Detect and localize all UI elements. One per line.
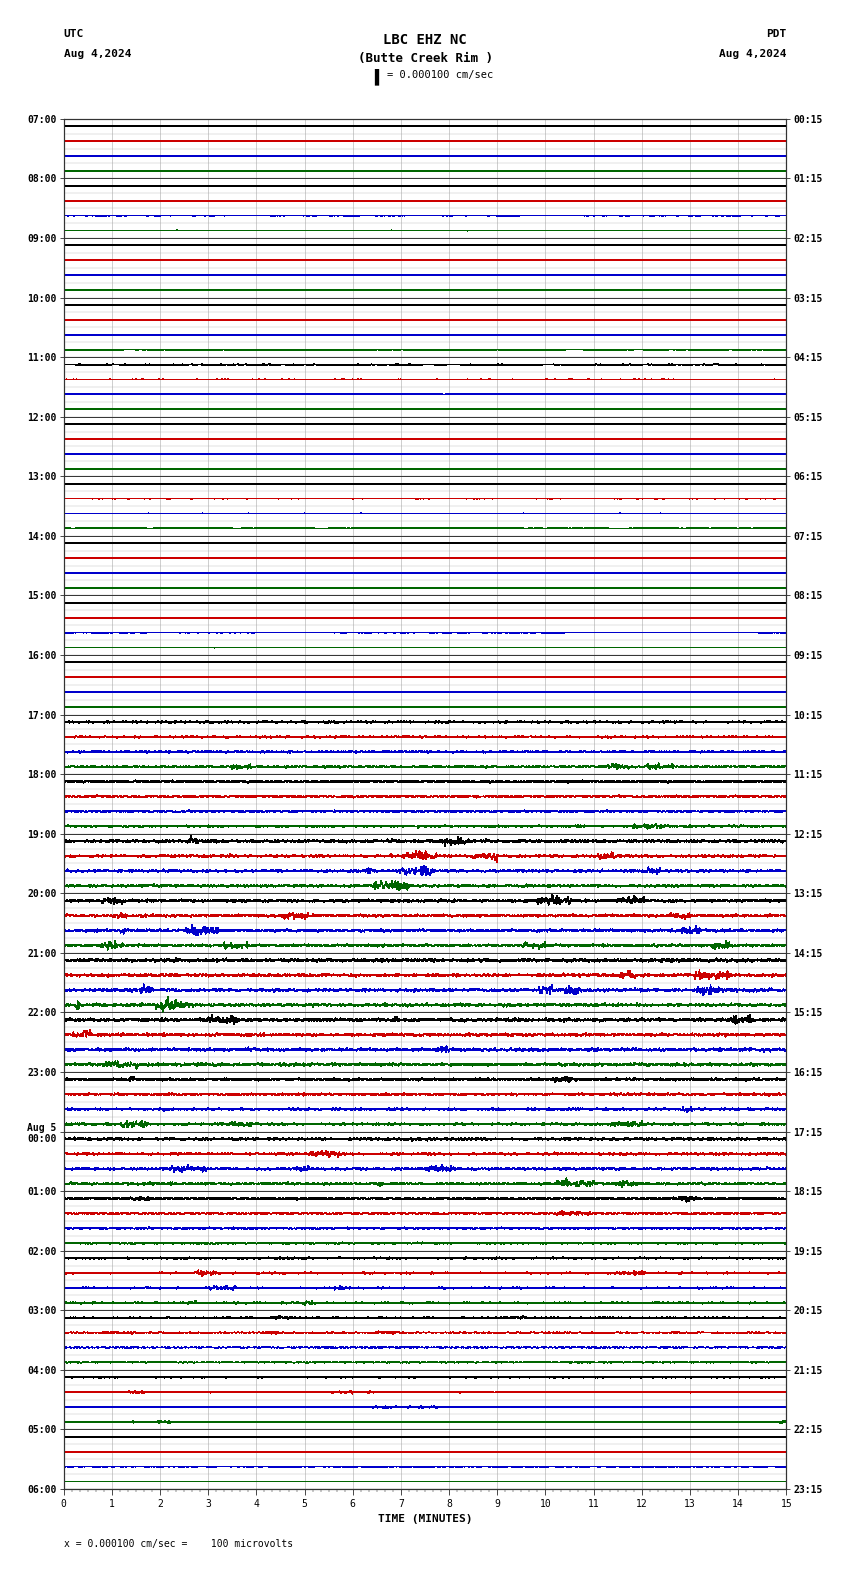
Text: LBC EHZ NC: LBC EHZ NC	[383, 33, 467, 48]
Text: PDT: PDT	[766, 29, 786, 38]
Text: = 0.000100 cm/sec: = 0.000100 cm/sec	[387, 70, 493, 79]
Text: (Butte Creek Rim ): (Butte Creek Rim )	[358, 52, 492, 65]
X-axis label: TIME (MINUTES): TIME (MINUTES)	[377, 1514, 473, 1524]
Text: x = 0.000100 cm/sec =    100 microvolts: x = 0.000100 cm/sec = 100 microvolts	[64, 1540, 293, 1549]
Text: UTC: UTC	[64, 29, 84, 38]
Text: Aug 4,2024: Aug 4,2024	[64, 49, 131, 59]
Text: ▌: ▌	[374, 68, 382, 84]
Text: Aug 4,2024: Aug 4,2024	[719, 49, 786, 59]
